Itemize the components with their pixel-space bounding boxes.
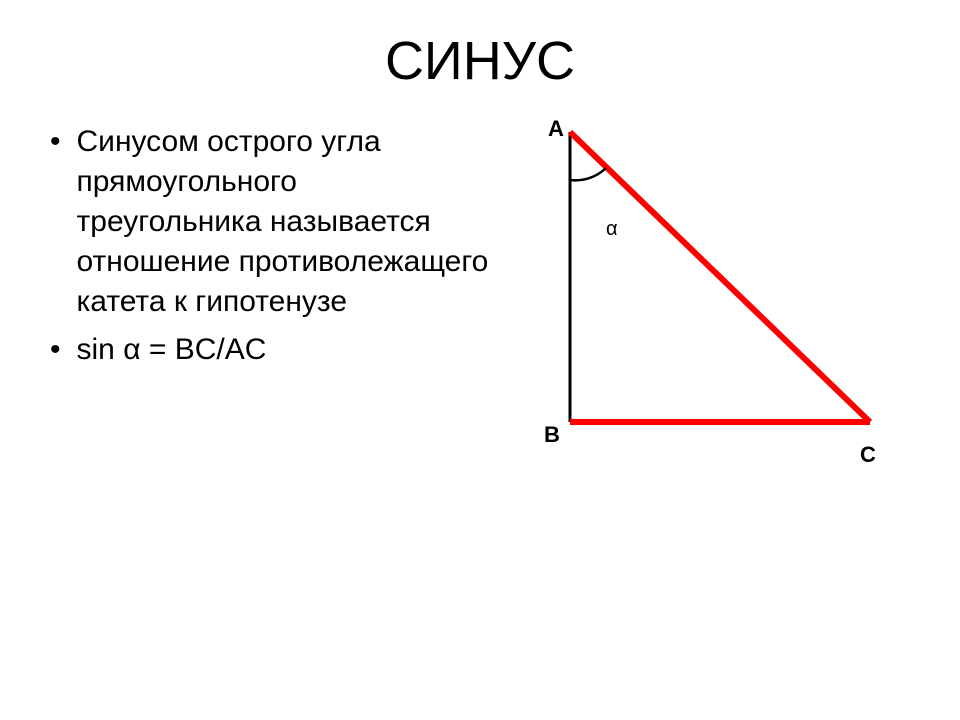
angle-arc <box>570 168 606 180</box>
angle-label-alpha: α <box>606 218 618 241</box>
triangle-svg <box>510 122 910 482</box>
page-title: СИНУС <box>0 0 960 122</box>
side-ac <box>570 132 870 422</box>
bullet-marker: • <box>50 122 61 162</box>
bullet-text: sin α = BC/AC <box>77 330 267 370</box>
bullet-text: Синусом острого угла прямоугольного треу… <box>77 122 490 322</box>
triangle-diagram: A B C α <box>510 122 910 522</box>
bullet-item: • sin α = BC/AC <box>50 330 490 370</box>
text-section: • Синусом острого угла прямоугольного тр… <box>50 122 510 522</box>
content-area: • Синусом острого угла прямоугольного тр… <box>0 122 960 522</box>
vertex-label-a: A <box>548 116 564 142</box>
bullet-marker: • <box>50 330 61 370</box>
bullet-item: • Синусом острого угла прямоугольного тр… <box>50 122 490 322</box>
vertex-label-b: B <box>544 422 560 448</box>
vertex-label-c: C <box>860 442 876 468</box>
